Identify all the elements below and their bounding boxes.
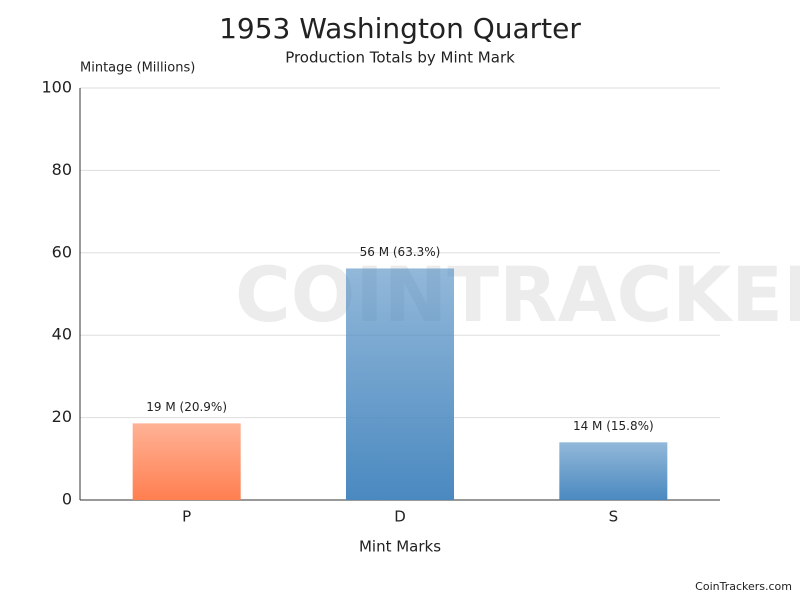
x-tick-label: P [182, 508, 191, 526]
watermark: COINTRACKERS [235, 250, 800, 339]
y-tick-label: 80 [52, 160, 72, 179]
x-axis-label: Mint Marks [359, 538, 441, 556]
y-tick-label: 20 [52, 407, 72, 426]
y-tick-label: 40 [52, 325, 72, 344]
y-tick-label: 100 [41, 78, 72, 97]
y-tick-label: 60 [52, 242, 72, 261]
y-axis-label: Mintage (Millions) [80, 61, 195, 76]
x-tick-label: D [394, 508, 406, 526]
x-tick-label: S [609, 508, 619, 526]
y-tick-label: 0 [62, 490, 72, 509]
data-label: 19 M (20.9%) [146, 400, 227, 414]
bar [132, 423, 241, 500]
bar [559, 442, 668, 500]
source: CoinTrackers.com [695, 580, 792, 593]
bar [346, 268, 454, 500]
chart-subtitle: Production Totals by Mint Mark [285, 49, 515, 67]
data-label: 14 M (15.8%) [573, 419, 654, 433]
chart-title: 1953 Washington Quarter [219, 12, 581, 45]
data-label: 56 M (63.3%) [360, 245, 441, 259]
